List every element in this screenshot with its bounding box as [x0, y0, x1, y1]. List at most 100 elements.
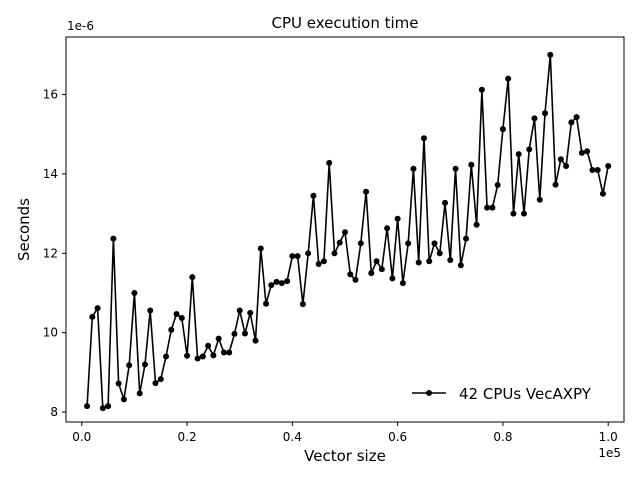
data-point — [342, 229, 348, 236]
data-point — [510, 210, 517, 217]
data-point — [468, 161, 475, 168]
data-point — [594, 166, 601, 173]
data-point — [105, 403, 112, 410]
data-point — [536, 196, 543, 203]
data-point — [152, 380, 159, 387]
data-point — [489, 204, 496, 211]
data-point — [378, 266, 385, 273]
data-point — [263, 300, 270, 307]
data-point — [394, 215, 401, 222]
data-point — [584, 148, 591, 155]
data-point — [299, 301, 306, 308]
data-point — [84, 403, 91, 410]
data-point — [552, 181, 559, 188]
data-point — [236, 307, 243, 314]
data-point — [363, 188, 370, 195]
data-point — [505, 75, 512, 82]
data-point — [420, 135, 427, 142]
data-point — [352, 276, 359, 283]
data-point — [89, 313, 96, 320]
data-point — [431, 240, 438, 247]
data-point — [331, 250, 338, 257]
y-axis-offset-text: 1e-6 — [67, 19, 94, 33]
data-point — [226, 349, 233, 356]
data-point — [210, 352, 217, 359]
data-point — [399, 280, 406, 287]
data-point — [241, 330, 248, 337]
data-point — [99, 405, 106, 412]
x-tick-label: 0.4 — [283, 430, 302, 444]
x-tick-label: 1.0 — [599, 430, 618, 444]
y-axis-label: Seconds — [15, 198, 33, 261]
data-point — [478, 86, 485, 93]
y-axis: 8 10 12 14 16 — [43, 88, 66, 419]
data-point — [557, 156, 564, 163]
axes-frame — [65, 36, 625, 423]
data-point — [278, 280, 285, 287]
data-point — [189, 274, 196, 281]
data-point — [184, 352, 191, 359]
plot-area — [84, 51, 612, 412]
chart-title: CPU execution time — [271, 14, 418, 32]
data-point — [289, 253, 296, 260]
data-point — [347, 271, 354, 278]
data-point — [389, 275, 396, 282]
y-tick-label: 10 — [43, 326, 58, 340]
data-point — [252, 337, 259, 344]
data-point — [463, 235, 470, 242]
data-point — [147, 307, 154, 314]
data-point — [373, 258, 380, 265]
data-point — [426, 258, 433, 265]
data-point — [542, 110, 549, 117]
data-point — [573, 114, 580, 121]
data-point — [305, 250, 312, 257]
data-point — [410, 165, 417, 172]
data-point — [194, 355, 201, 362]
data-point — [605, 162, 612, 169]
data-point — [273, 278, 280, 285]
data-point — [526, 146, 533, 153]
data-point — [599, 190, 606, 197]
data-point — [473, 221, 480, 228]
data-point — [357, 240, 364, 247]
x-axis-offset-text: 1e5 — [598, 446, 621, 460]
data-point — [310, 192, 317, 199]
data-point — [126, 362, 133, 369]
data-point — [231, 330, 238, 337]
x-tick-label: 0.0 — [72, 430, 91, 444]
data-point — [220, 349, 227, 356]
data-point — [215, 335, 222, 342]
legend-label: 42 CPUs VecAXPY — [459, 385, 592, 403]
data-point — [520, 210, 527, 217]
data-point — [120, 396, 127, 403]
y-tick-label: 12 — [43, 246, 58, 260]
series-line — [86, 54, 609, 409]
data-point — [320, 258, 327, 265]
data-point — [515, 151, 522, 158]
legend-marker — [426, 390, 432, 396]
data-point — [284, 278, 291, 285]
data-point — [205, 342, 212, 349]
data-point — [563, 162, 570, 169]
data-point — [178, 315, 185, 322]
data-point — [94, 305, 101, 312]
data-point — [457, 262, 464, 269]
data-point — [168, 326, 175, 333]
data-point — [568, 119, 575, 126]
data-point — [157, 376, 164, 383]
data-point — [405, 240, 412, 247]
data-point — [336, 239, 343, 246]
data-point — [368, 270, 375, 277]
data-point — [578, 149, 585, 156]
data-point — [163, 353, 170, 360]
data-point — [436, 250, 443, 257]
data-point — [247, 309, 254, 316]
data-point — [294, 253, 301, 260]
data-point — [110, 235, 117, 242]
data-point — [384, 225, 391, 232]
data-point — [452, 165, 459, 172]
data-point — [268, 282, 275, 289]
data-point — [499, 126, 506, 133]
data-point — [173, 311, 180, 318]
data-point — [494, 182, 501, 189]
